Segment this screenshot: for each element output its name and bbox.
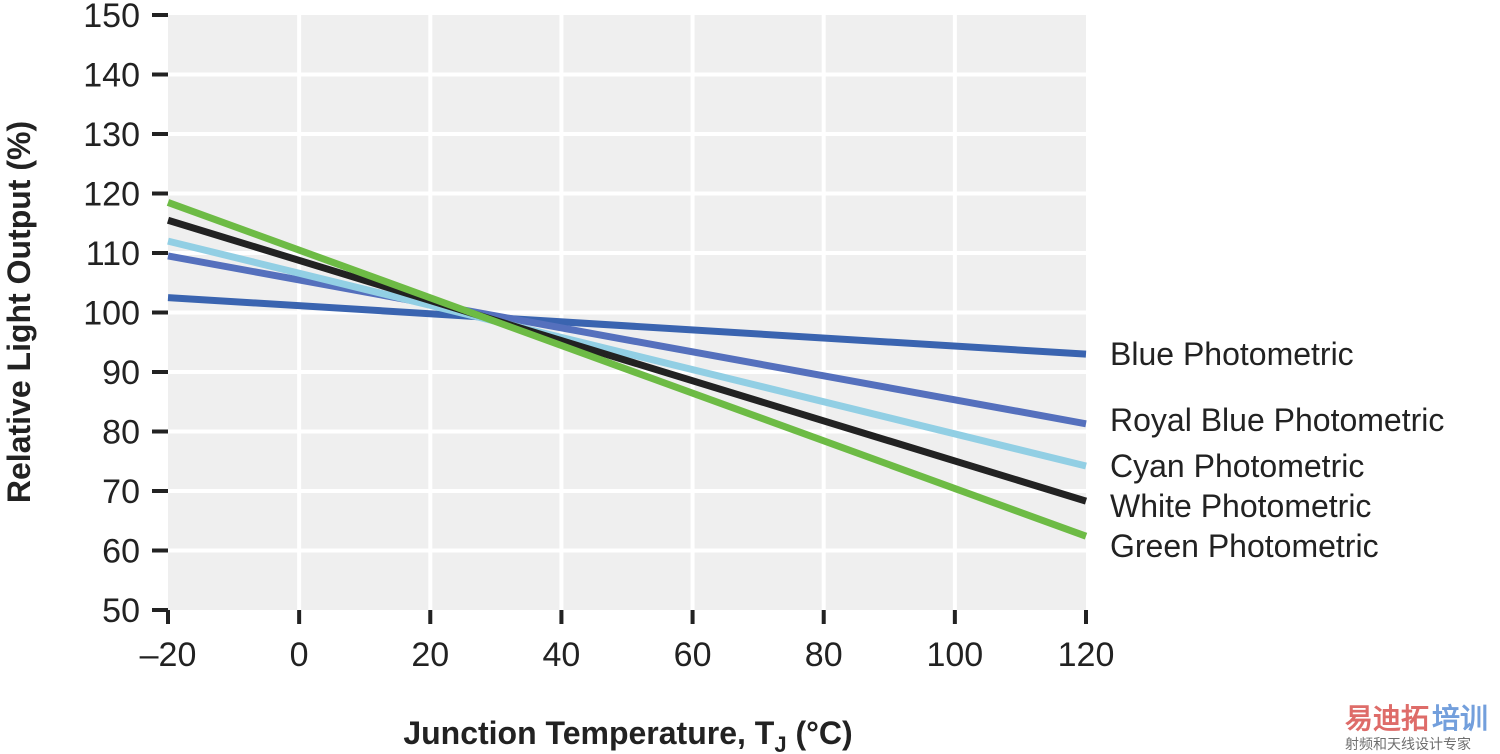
x-tick-label: 60 [674, 636, 712, 674]
watermark-brand-blue: 培训 [1432, 702, 1488, 735]
y-tick-label: 140 [83, 57, 140, 95]
x-axis: –20 0 20 40 60 80 100 120 [140, 610, 1115, 674]
x-axis-title-main: Junction Temperature, T [403, 715, 774, 751]
watermark-brand-red: 易迪拓 [1345, 702, 1429, 735]
x-tick-label: 0 [290, 636, 309, 674]
legend-label-green-photometric: Green Photometric [1110, 528, 1379, 564]
y-tick-label: 130 [83, 116, 140, 154]
y-tick-label: 70 [102, 473, 140, 511]
legend: Blue Photometric Royal Blue Photometric Cy… [1110, 336, 1444, 564]
x-tick-label: 40 [543, 636, 581, 674]
y-tick-label: 60 [102, 533, 140, 571]
legend-label-royal-blue-photometric: Royal Blue Photometric [1110, 402, 1444, 438]
legend-label-white-photometric: White Photometric [1110, 488, 1371, 524]
x-tick-label: 100 [926, 636, 983, 674]
y-tick-label: 150 [83, 0, 140, 35]
y-tick-label: 50 [102, 592, 140, 630]
y-axis-title: Relative Light Output (%) [1, 121, 37, 503]
x-tick-label: 20 [411, 636, 449, 674]
legend-label-cyan-photometric: Cyan Photometric [1110, 448, 1364, 484]
x-axis-title-subscript: J [774, 732, 786, 754]
y-tick-label: 90 [102, 354, 140, 392]
watermark: 易迪拓 培训 射频和天线设计专家 [1345, 702, 1488, 753]
x-axis-title-unit: (°C) [787, 715, 853, 751]
y-tick-label: 120 [83, 176, 140, 214]
y-tick-label: 100 [83, 295, 140, 333]
y-tick-label: 80 [102, 414, 140, 452]
x-axis-title: Junction Temperature, TJ (°C) [403, 715, 852, 754]
watermark-tagline: 射频和天线设计专家 [1345, 736, 1471, 753]
x-tick-label: 120 [1058, 636, 1115, 674]
y-tick-label: 110 [86, 235, 140, 273]
x-tick-label: 80 [805, 636, 843, 674]
x-tick-label: –20 [140, 636, 197, 674]
y-axis: 50 60 70 80 90 100 110 120 130 140 150 [83, 0, 168, 630]
legend-label-blue-photometric: Blue Photometric [1110, 336, 1354, 372]
